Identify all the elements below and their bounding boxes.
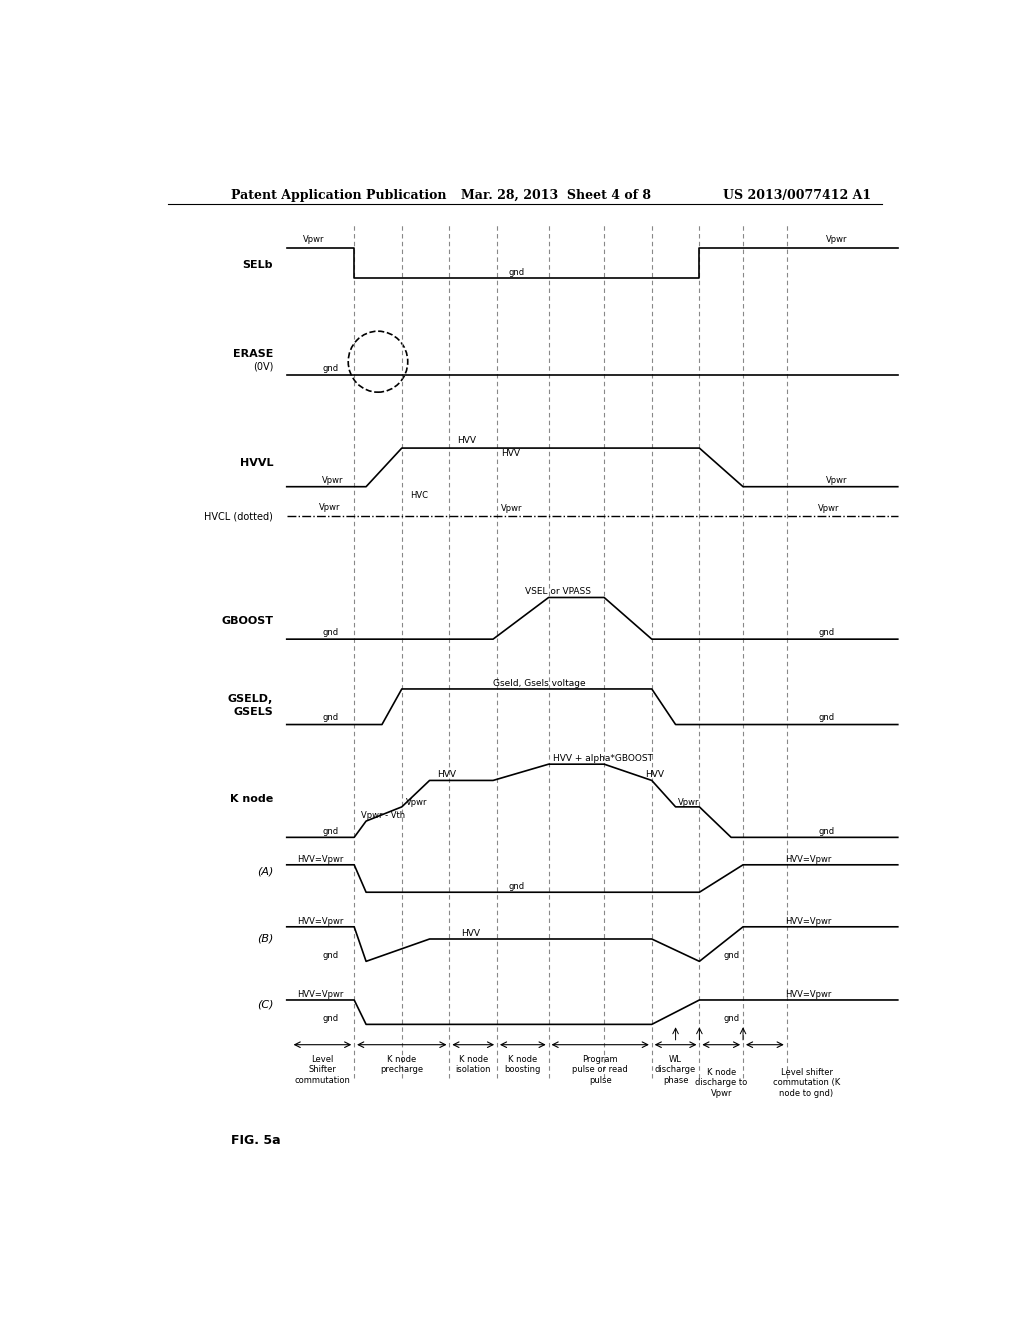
Text: HVV: HVV (461, 929, 480, 939)
Text: US 2013/0077412 A1: US 2013/0077412 A1 (723, 189, 871, 202)
Text: gnd: gnd (323, 828, 339, 837)
Text: HVV: HVV (437, 771, 457, 779)
Text: GBOOST: GBOOST (221, 616, 273, 626)
Text: (0V): (0V) (253, 362, 273, 372)
Text: gnd: gnd (818, 828, 835, 837)
Text: Vpwr: Vpwr (303, 235, 324, 244)
Text: Vpwr: Vpwr (818, 504, 840, 513)
Text: FIG. 5a: FIG. 5a (231, 1134, 281, 1147)
Text: (C): (C) (257, 999, 273, 1008)
Text: ERASE: ERASE (232, 348, 273, 359)
Text: K node
boosting: K node boosting (504, 1055, 541, 1074)
Text: GSELD,: GSELD, (228, 694, 273, 704)
Text: gnd: gnd (723, 952, 739, 961)
Text: HVVL: HVVL (240, 458, 273, 469)
Text: gnd: gnd (323, 714, 339, 722)
Text: HVCL (dotted): HVCL (dotted) (205, 511, 273, 521)
Text: K node
discharge to
Vpwr: K node discharge to Vpwr (695, 1068, 748, 1098)
Text: gnd: gnd (818, 714, 835, 722)
Text: HVV=Vpwr: HVV=Vpwr (297, 990, 343, 999)
Text: Level
Shifter
commutation: Level Shifter commutation (295, 1055, 350, 1085)
Text: Level shifter
commutation (K
node to gnd): Level shifter commutation (K node to gnd… (773, 1068, 840, 1098)
Text: Vpwr: Vpwr (826, 475, 848, 484)
Text: gnd: gnd (323, 1014, 339, 1023)
Text: Vpwr: Vpwr (501, 504, 522, 513)
Text: Patent Application Publication: Patent Application Publication (231, 189, 446, 202)
Text: SELb: SELb (243, 260, 273, 271)
Text: HVV + alpha*GBOOST: HVV + alpha*GBOOST (553, 754, 652, 763)
Text: gnd: gnd (323, 364, 339, 372)
Text: Mar. 28, 2013  Sheet 4 of 8: Mar. 28, 2013 Sheet 4 of 8 (461, 189, 651, 202)
Text: Vpwr: Vpwr (826, 235, 848, 244)
Text: gnd: gnd (723, 1014, 739, 1023)
Text: Program
pulse or read
pulse: Program pulse or read pulse (572, 1055, 628, 1085)
Text: HVV: HVV (645, 771, 665, 779)
Text: HVV: HVV (458, 436, 476, 445)
Text: HVV: HVV (501, 449, 520, 458)
Text: HVV=Vpwr: HVV=Vpwr (297, 855, 343, 863)
Text: Vpwr: Vpwr (406, 797, 427, 807)
Text: K node: K node (230, 793, 273, 804)
Text: Vpwr: Vpwr (318, 503, 340, 512)
Text: K node
isolation: K node isolation (456, 1055, 490, 1074)
Text: Vpwr - Vth: Vpwr - Vth (360, 810, 404, 820)
Text: gnd: gnd (323, 628, 339, 638)
Text: K node
precharge: K node precharge (380, 1055, 423, 1074)
Text: HVV=Vpwr: HVV=Vpwr (785, 917, 831, 925)
Text: HVC: HVC (410, 491, 428, 500)
Text: (A): (A) (257, 867, 273, 876)
Text: (B): (B) (257, 935, 273, 944)
Text: gnd: gnd (509, 882, 525, 891)
Text: gnd: gnd (818, 628, 835, 638)
Text: Vpwr: Vpwr (323, 475, 344, 484)
Text: Vpwr: Vpwr (678, 797, 699, 807)
Text: HVV=Vpwr: HVV=Vpwr (785, 855, 831, 863)
Text: gnd: gnd (509, 268, 525, 277)
Text: WL
discharge
phase: WL discharge phase (655, 1055, 696, 1085)
Text: VSEL or VPASS: VSEL or VPASS (524, 587, 591, 597)
Text: gnd: gnd (323, 952, 339, 961)
Text: HVV=Vpwr: HVV=Vpwr (297, 917, 343, 925)
Text: GSELS: GSELS (233, 708, 273, 717)
Text: HVV=Vpwr: HVV=Vpwr (785, 990, 831, 999)
Text: Gseld, Gsels voltage: Gseld, Gsels voltage (494, 678, 586, 688)
